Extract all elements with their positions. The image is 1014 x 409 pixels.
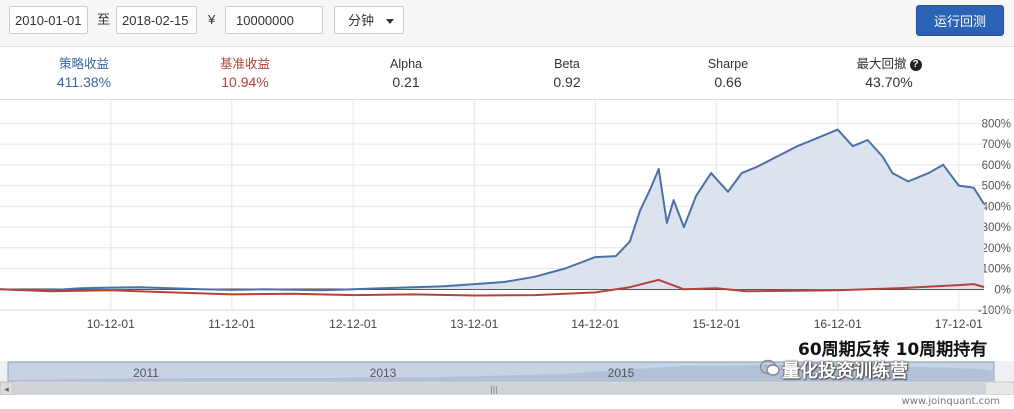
run-backtest-button[interactable]: 运行回测 [916, 5, 1004, 36]
navigator-year: 2015 [608, 366, 635, 380]
y-tick-label: -100% [978, 305, 1011, 317]
y-tick-label: 800% [982, 118, 1011, 130]
help-icon[interactable]: ? [909, 59, 922, 71]
x-tick-label: 13-12-01 [450, 317, 498, 331]
stat-alpha: Alpha 0.21 [336, 56, 476, 91]
stat-value: 0.66 [714, 74, 742, 90]
x-tick-label: 12-12-01 [329, 317, 377, 331]
stat-strategy-return: 策略收益 411.38% [14, 56, 154, 91]
stat-value: 411.38% [56, 74, 112, 90]
chevron-down-icon [386, 19, 395, 25]
range-navigator[interactable]: 2011 2013 2015 ◂ ||| [0, 361, 1014, 395]
divider [0, 99, 1014, 100]
series-line-1 [0, 278, 985, 297]
frequency-value: 分钟 [348, 13, 375, 28]
y-tick-label: 500% [982, 181, 1011, 193]
stat-label-row: 最大回撤? [819, 56, 959, 72]
capital-input[interactable]: 10000000 [225, 6, 323, 34]
stats-bar: 策略收益 411.38% 基准收益 10.94% Alpha 0.21 Beta… [0, 47, 1014, 99]
stat-value: 0.21 [392, 74, 420, 90]
frequency-select[interactable]: 分钟 [334, 6, 404, 34]
stat-max-drawdown: 最大回撤? 43.70% [819, 56, 959, 91]
stat-label: 基准收益 [219, 57, 270, 71]
y-tick-label: 700% [982, 139, 1011, 151]
wechat-icon [760, 359, 780, 376]
scroll-thumb[interactable] [14, 383, 986, 394]
stat-beta: Beta 0.92 [497, 56, 637, 91]
brand-text: 量化投资训练营 [782, 361, 908, 382]
stat-sharpe: Sharpe 0.66 [658, 56, 798, 91]
x-tick-label: 15-12-01 [692, 317, 740, 331]
currency-symbol: ¥ [208, 12, 216, 27]
footer-url: www.joinquant.com [901, 396, 1000, 407]
range-separator: 至 [97, 12, 111, 27]
x-tick-label: 11-12-01 [208, 317, 255, 331]
series-area-0 [0, 129, 984, 291]
stat-value: 0.92 [553, 74, 581, 90]
returns-chart: 800%700%600%500%400%300%200%100%0%-100%1… [0, 100, 1014, 331]
y-tick-label: 200% [982, 243, 1011, 255]
end-date-input[interactable]: 2018-02-15 [116, 6, 197, 34]
stat-benchmark-return: 基准收益 10.94% [175, 56, 315, 91]
x-tick-label: 10-12-01 [87, 317, 135, 331]
backtest-toolbar: 2010-01-01 至 2018-02-15 ¥ 10000000 分钟 运行… [0, 0, 1014, 47]
stat-label: 最大回撤 [856, 57, 907, 71]
stat-value: 10.94% [221, 74, 269, 90]
navigator-area [8, 364, 994, 382]
stat-value: 43.70% [865, 74, 913, 90]
y-tick-label: 0% [994, 284, 1011, 296]
series-line-0 [0, 128, 985, 292]
y-tick-label: 100% [982, 264, 1011, 276]
stat-label: Alpha [390, 57, 422, 71]
stat-label: Beta [554, 57, 580, 71]
stat-label: Sharpe [707, 57, 749, 71]
x-tick-label: 17-12-01 [935, 317, 983, 331]
x-tick-label: 14-12-01 [571, 317, 619, 331]
grip-icon: ||| [490, 385, 498, 394]
y-tick-label: 600% [982, 160, 1011, 172]
start-date-input[interactable]: 2010-01-01 [9, 6, 88, 34]
stat-label: 策略收益 [58, 57, 109, 71]
y-tick-label: 300% [982, 222, 1011, 234]
scroll-left-button[interactable] [0, 381, 14, 395]
x-tick-label: 16-12-01 [814, 317, 862, 331]
overlay-caption: 60周期反转 10周期持有 [798, 340, 988, 360]
y-tick-label: 400% [982, 201, 1011, 213]
navigator-year: 2013 [370, 366, 397, 380]
chevron-left-icon: ◂ [4, 385, 9, 395]
navigator-year: 2011 [133, 366, 159, 380]
